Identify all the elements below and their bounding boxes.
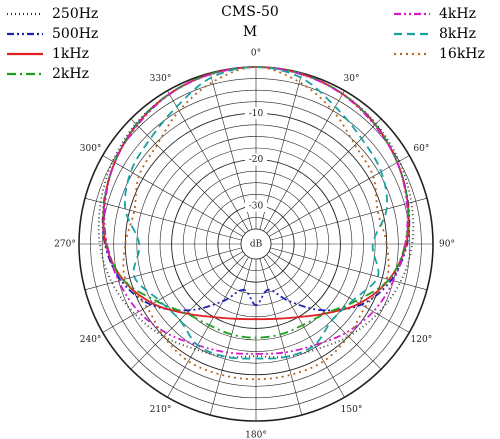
angle-label-300: 300°: [80, 144, 102, 154]
legend-label: 2kHz: [52, 66, 89, 82]
grid-spoke: [167, 90, 249, 232]
grid-spoke: [263, 256, 345, 398]
angle-label-180: 180°: [245, 431, 267, 439]
polar-spokes: [79, 67, 433, 421]
legend-swatch: [6, 9, 44, 19]
legend-item-2khz: 2kHz: [6, 64, 98, 84]
grid-spoke: [209, 258, 253, 416]
legend-item-250hz: 250Hz: [6, 4, 98, 24]
legend-right: 4kHz 8kHz 16kHz: [393, 4, 485, 64]
angle-label-0: 0°: [251, 49, 261, 59]
angle-label-120: 120°: [411, 335, 433, 345]
legend-item-16khz: 16kHz: [393, 44, 485, 64]
angle-label-240: 240°: [80, 335, 102, 345]
grid-spoke: [102, 251, 244, 333]
series-16khz-line: [122, 66, 390, 381]
legend-swatch: [6, 29, 44, 39]
r-tick-bg: [245, 107, 267, 120]
r-tick-label: -20: [249, 155, 264, 165]
grid-spoke: [130, 118, 246, 234]
grid-spoke: [84, 197, 242, 241]
legend-label: 8kHz: [439, 26, 476, 42]
legend-item-4khz: 4kHz: [393, 4, 485, 24]
grid-spoke: [270, 247, 428, 291]
r-tick-label: -10: [249, 109, 264, 119]
angle-label-270: 270°: [54, 240, 76, 250]
angle-label-30: 30°: [344, 74, 360, 84]
legend-label: 4kHz: [439, 6, 476, 22]
grid-spoke: [263, 90, 345, 232]
angle-label-60: 60°: [413, 144, 429, 154]
center-label: dB: [250, 240, 263, 250]
legend-left: 250Hz 500Hz 1kHz 2kHz: [6, 4, 98, 84]
legend-label: 250Hz: [52, 6, 99, 22]
grid-spoke: [130, 254, 246, 370]
angle-label-150: 150°: [341, 405, 363, 415]
series-2khz-line: [102, 66, 410, 339]
grid-spoke: [259, 258, 303, 416]
legend-swatch: [6, 69, 44, 79]
axis-labels: 0° 30° 60° 90° 120° 150° 180° 210° 240° 270° 300° 3…: [54, 49, 455, 439]
legend-item-500hz: 500Hz: [6, 24, 98, 44]
legend-swatch: [6, 49, 44, 59]
legend-label: 16kHz: [439, 46, 485, 62]
grid-spoke: [266, 118, 382, 234]
grid-spoke: [102, 155, 244, 237]
legend-label: 1kHz: [52, 46, 89, 62]
grid-spoke: [167, 256, 249, 398]
series-layer: [97, 66, 415, 381]
legend-label: 500Hz: [52, 26, 99, 42]
legend-item-1khz: 1kHz: [6, 44, 98, 64]
chart-subtitle: M: [242, 24, 258, 40]
r-tick-bg: [245, 153, 267, 166]
grid-spoke: [266, 254, 382, 370]
r-tick-label: -30: [249, 201, 264, 211]
legend-item-8khz: 8kHz: [393, 24, 485, 44]
grid-spoke: [84, 247, 242, 291]
angle-label-90: 90°: [439, 240, 455, 250]
series-4khz-line: [103, 66, 409, 355]
series-8khz-line: [124, 66, 388, 360]
grid-spoke: [268, 251, 410, 333]
grid-spoke: [270, 197, 428, 241]
angle-label-210: 210°: [150, 405, 172, 415]
legend-swatch: [393, 29, 431, 39]
grid-spoke: [268, 155, 410, 237]
chart-title: CMS-50: [221, 4, 279, 20]
legend-swatch: [393, 9, 431, 19]
angle-label-330: 330°: [150, 74, 172, 84]
legend-swatch: [393, 49, 431, 59]
r-tick-bg: [245, 199, 267, 212]
